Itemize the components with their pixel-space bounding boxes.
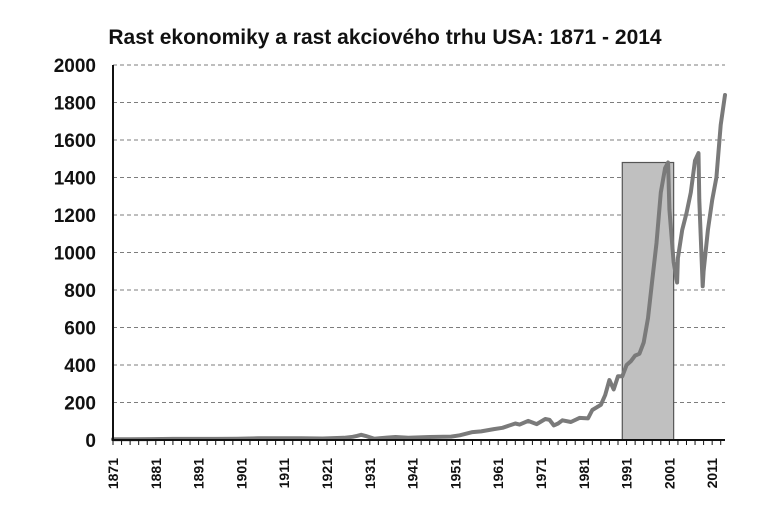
x-tick-label-1881: 1881 (148, 458, 164, 489)
chart-title: Rast ekonomiky a rast akciového trhu USA… (108, 26, 662, 49)
x-tick-label-1961: 1961 (490, 458, 506, 489)
y-tick-label-2000: 2000 (54, 56, 96, 77)
x-tick-label-1931: 1931 (362, 458, 378, 489)
y-tick-label-1600: 1600 (54, 131, 96, 152)
y-tick-label-600: 600 (64, 319, 96, 340)
series-line (111, 93, 727, 442)
x-tick-label-1971: 1971 (533, 458, 549, 489)
y-tick-label-1000: 1000 (54, 244, 96, 265)
y-tick-label-200: 200 (64, 394, 96, 415)
x-tick-label-1991: 1991 (619, 458, 635, 489)
x-tick-label-1891: 1891 (191, 458, 207, 489)
x-tick-label-1911: 1911 (276, 458, 292, 489)
y-tick-label-1800: 1800 (54, 94, 96, 115)
y-tick-label-1200: 1200 (54, 206, 96, 227)
x-tick-label-1871: 1871 (105, 458, 121, 489)
y-tick-label-1400: 1400 (54, 169, 96, 190)
x-tick-label-2011: 2011 (704, 458, 720, 489)
x-tick-label-1941: 1941 (405, 458, 421, 489)
y-tick-label-0: 0 (85, 431, 96, 452)
x-tick-label-1921: 1921 (319, 458, 335, 489)
x-tick-label-2001: 2001 (661, 458, 677, 489)
x-tick-label-1981: 1981 (576, 458, 592, 489)
y-tick-label-800: 800 (64, 281, 96, 302)
x-tick-label-1901: 1901 (233, 458, 249, 489)
x-tick-label-1951: 1951 (447, 458, 463, 489)
y-tick-label-400: 400 (64, 356, 96, 377)
